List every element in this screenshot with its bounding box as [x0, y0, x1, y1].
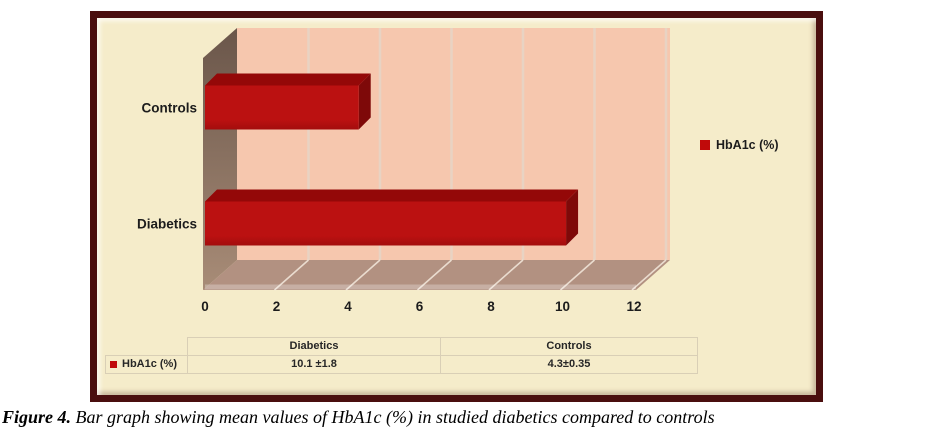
svg-text:0: 0 — [201, 299, 209, 314]
bar-diabetics — [205, 189, 579, 246]
svg-text:8: 8 — [487, 299, 495, 314]
floor — [203, 260, 670, 290]
legend-label: HbA1c (%) — [716, 138, 779, 152]
svg-text:Diabetics: Diabetics — [137, 217, 197, 232]
legend-color-swatch — [700, 140, 710, 150]
y-axis-category-labels: Controls Diabetics — [137, 101, 197, 232]
plot-walls — [203, 28, 670, 290]
svg-text:4: 4 — [344, 299, 352, 314]
table-header-controls: Controls — [440, 337, 698, 356]
x-axis-tick-labels: 0 2 4 6 8 10 12 — [201, 299, 641, 314]
svg-text:2: 2 — [273, 299, 281, 314]
table-row-label: HbA1c (%) — [122, 358, 178, 370]
chart-frame: 0 2 4 6 8 10 12 Controls Diabetics HbA1c (%) Dia… — [90, 11, 823, 402]
svg-text:12: 12 — [626, 299, 641, 314]
floor-gridlines — [205, 259, 667, 291]
svg-text:Controls: Controls — [142, 101, 198, 116]
series-color-swatch — [110, 361, 117, 368]
bars-group — [205, 73, 579, 246]
svg-text:10: 10 — [555, 299, 570, 314]
figure-caption: Figure 4. Bar graph showing mean values … — [2, 407, 928, 428]
table-row-label-cell: HbA1c (%) — [105, 355, 188, 374]
table-value-diabetics: 10.1 ±1.8 — [187, 355, 441, 374]
table-header-diabetics: Diabetics — [187, 337, 441, 356]
bar-controls — [205, 73, 371, 130]
bar-plot-3d: 0 2 4 6 8 10 12 Controls Diabetics — [137, 28, 670, 314]
side-wall — [203, 28, 237, 290]
figure-number: Figure 4. — [2, 407, 72, 427]
chart-area: 0 2 4 6 8 10 12 Controls Diabetics HbA1c (%) Dia… — [97, 18, 816, 395]
table-value-controls: 4.3±0.35 — [440, 355, 698, 374]
chart-legend: HbA1c (%) — [700, 138, 779, 152]
svg-text:6: 6 — [416, 299, 424, 314]
caption-text: Bar graph showing mean values of HbA1c (… — [71, 407, 715, 427]
